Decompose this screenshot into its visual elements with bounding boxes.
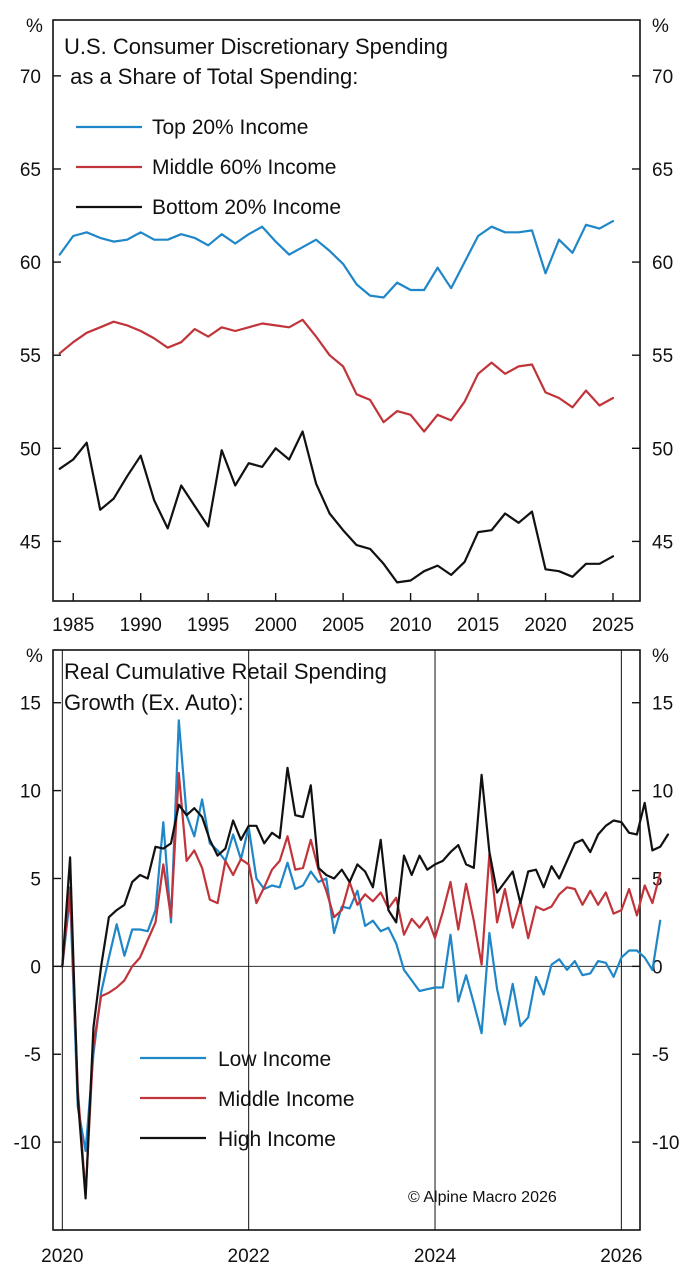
y-tick-label-right: 5 bbox=[652, 869, 663, 890]
unit-left: % bbox=[26, 16, 43, 37]
y-tick-label-right: -5 bbox=[652, 1045, 669, 1066]
y-tick-label-left: -10 bbox=[14, 1133, 41, 1154]
series-line-middle-60-income bbox=[58, 318, 615, 433]
x-tick-label: 2005 bbox=[322, 615, 364, 636]
series-line-middle-income bbox=[61, 771, 662, 1196]
copyright-annotation: © Alpine Macro 2026 bbox=[408, 1189, 557, 1206]
y-tick-label-left: 10 bbox=[20, 782, 41, 803]
axis-tick-labels: -10 -10 -5 -5 0 0 5 5 10 10 15 15 2020 2022 2024 2026 bbox=[14, 694, 680, 1267]
plot-frame bbox=[52, 19, 641, 602]
x-tick-label: 2010 bbox=[389, 615, 431, 636]
panel-retail-spending-growth: % % Real Cumulative Retail Spending Grow… bbox=[14, 646, 680, 1267]
y-tick-label-left: 45 bbox=[20, 532, 41, 553]
panel-discretionary-share: % % U.S. Consumer Discretionary Spending… bbox=[20, 16, 673, 636]
y-tick-label-right: 45 bbox=[652, 532, 673, 553]
legend-label-high-income: High Income bbox=[218, 1128, 336, 1151]
y-tick-label-left: 70 bbox=[20, 67, 41, 88]
x-tick-label: 1985 bbox=[52, 615, 94, 636]
y-tick-label-left: 15 bbox=[20, 694, 41, 715]
x-tick-label: 2020 bbox=[524, 615, 566, 636]
y-tick-label-left: 60 bbox=[20, 253, 41, 274]
series-line-top-20-income bbox=[58, 220, 615, 299]
y-tick-label-right: 65 bbox=[652, 160, 673, 181]
y-tick-label-right: 50 bbox=[652, 439, 673, 460]
y-tick-label-right: 10 bbox=[652, 782, 673, 803]
legend-label-low-income: Low Income bbox=[218, 1048, 331, 1071]
x-tick-label: 2025 bbox=[592, 615, 634, 636]
y-tick-label-right: 60 bbox=[652, 253, 673, 274]
series-line-low-income bbox=[61, 719, 662, 1153]
x-tick-label: 2015 bbox=[457, 615, 499, 636]
axis-ticks bbox=[53, 75, 640, 601]
axis-ticks bbox=[53, 650, 640, 1230]
unit-right: % bbox=[652, 16, 669, 37]
y-tick-label-left: 65 bbox=[20, 160, 41, 181]
legend-label-middle-60: Middle 60% Income bbox=[152, 156, 336, 179]
x-tick-label: 1990 bbox=[120, 615, 162, 636]
y-tick-label-right: 0 bbox=[652, 957, 663, 978]
y-tick-label-right: -10 bbox=[652, 1133, 679, 1154]
y-tick-label-right: 15 bbox=[652, 694, 673, 715]
y-tick-label-right: 70 bbox=[652, 67, 673, 88]
unit-right: % bbox=[652, 646, 669, 667]
axis-tick-labels: 45 45 50 50 55 55 60 60 65 65 70 70 1985 1990 1995 2000… bbox=[20, 67, 673, 636]
y-tick-label-right: 55 bbox=[652, 346, 673, 367]
legend-label-top-20: Top 20% Income bbox=[152, 116, 308, 139]
legend: Top 20% Income Middle 60% Income Bottom … bbox=[76, 116, 341, 219]
x-tick-label: 2020 bbox=[41, 1246, 83, 1267]
y-tick-label-left: 5 bbox=[30, 869, 41, 890]
y-tick-label-left: -5 bbox=[24, 1045, 41, 1066]
y-tick-label-left: 0 bbox=[30, 957, 41, 978]
unit-left: % bbox=[26, 646, 43, 667]
x-tick-label: 2022 bbox=[228, 1246, 270, 1267]
chart-title-line-2: as a Share of Total Spending: bbox=[64, 64, 358, 89]
y-tick-label-left: 55 bbox=[20, 346, 41, 367]
legend-label-middle-income: Middle Income bbox=[218, 1088, 355, 1111]
series-lines bbox=[61, 719, 670, 1200]
series-lines bbox=[58, 220, 615, 584]
chart-title-line-1: Real Cumulative Retail Spending bbox=[64, 659, 387, 684]
x-tick-label: 2026 bbox=[600, 1246, 642, 1267]
series-line-high-income bbox=[61, 766, 670, 1200]
series-line-bottom-20-income bbox=[58, 430, 615, 584]
legend: Low Income Middle Income High Income bbox=[140, 1048, 355, 1151]
y-tick-label-left: 50 bbox=[20, 439, 41, 460]
x-tick-label: 1995 bbox=[187, 615, 229, 636]
legend-label-bottom-20: Bottom 20% Income bbox=[152, 196, 341, 219]
x-tick-label: 2024 bbox=[414, 1246, 457, 1267]
x-tick-label: 2000 bbox=[255, 615, 297, 636]
plot-frame bbox=[52, 649, 641, 1231]
chart-title-line-1: U.S. Consumer Discretionary Spending bbox=[64, 34, 448, 59]
chart-title-line-2: Growth (Ex. Auto): bbox=[64, 690, 244, 715]
